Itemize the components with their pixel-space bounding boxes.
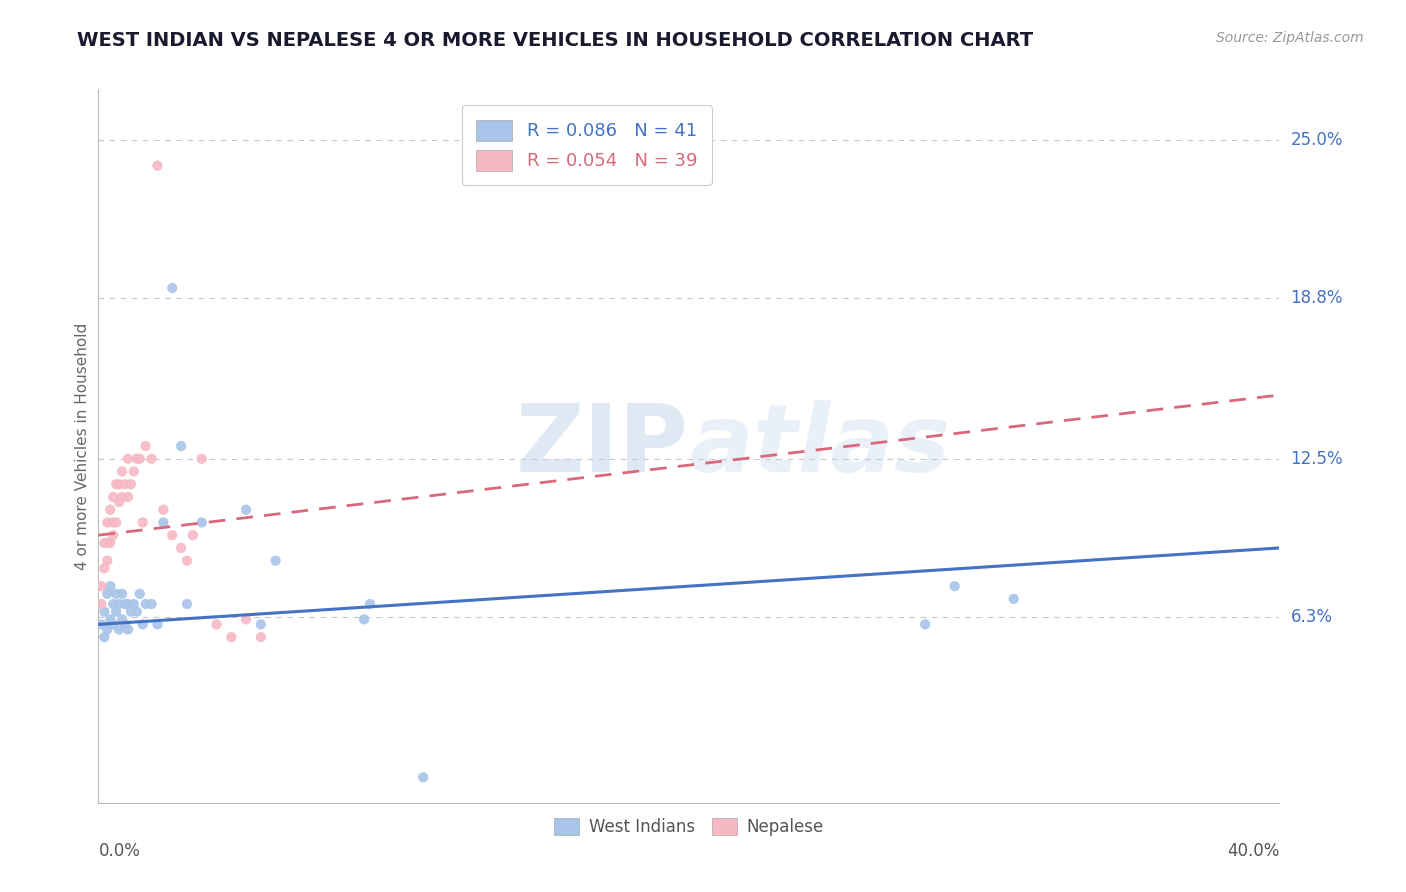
Point	[122, 465, 145, 479]
Point	[235, 502, 257, 516]
Point	[111, 490, 134, 504]
Point	[93, 536, 115, 550]
Point	[108, 623, 131, 637]
Y-axis label: 4 or more Vehicles in Household: 4 or more Vehicles in Household	[75, 322, 90, 570]
Point	[103, 597, 125, 611]
Point	[250, 630, 273, 644]
Point	[181, 528, 204, 542]
Point	[152, 502, 174, 516]
Point	[96, 554, 118, 568]
Point	[117, 451, 139, 466]
Text: 6.3%: 6.3%	[1291, 607, 1333, 626]
Text: ZIP: ZIP	[516, 400, 689, 492]
Point	[98, 612, 121, 626]
Point	[146, 159, 169, 173]
Point	[90, 597, 112, 611]
Point	[117, 623, 139, 637]
Point	[170, 439, 193, 453]
Text: 12.5%: 12.5%	[1291, 450, 1343, 467]
Point	[103, 617, 125, 632]
Point	[1002, 591, 1025, 606]
Point	[114, 617, 136, 632]
Point	[128, 451, 150, 466]
Point	[117, 597, 139, 611]
Point	[141, 597, 163, 611]
Point	[98, 536, 121, 550]
Point	[96, 587, 118, 601]
Point	[135, 439, 157, 453]
Point	[943, 579, 966, 593]
Legend: West Indians, Nepalese: West Indians, Nepalese	[546, 810, 832, 845]
Point	[108, 495, 131, 509]
Point	[353, 612, 375, 626]
Point	[105, 477, 128, 491]
Text: 0.0%: 0.0%	[98, 842, 141, 860]
Point	[96, 536, 118, 550]
Point	[114, 597, 136, 611]
Point	[96, 516, 118, 530]
Point	[111, 465, 134, 479]
Point	[96, 623, 118, 637]
Point	[250, 617, 273, 632]
Point	[114, 477, 136, 491]
Point	[103, 528, 125, 542]
Point	[162, 528, 183, 542]
Point	[176, 597, 198, 611]
Point	[146, 617, 169, 632]
Point	[412, 770, 434, 784]
Point	[117, 490, 139, 504]
Point	[914, 617, 936, 632]
Point	[162, 281, 183, 295]
Point	[141, 451, 163, 466]
Text: WEST INDIAN VS NEPALESE 4 OR MORE VEHICLES IN HOUSEHOLD CORRELATION CHART: WEST INDIAN VS NEPALESE 4 OR MORE VEHICL…	[77, 31, 1033, 50]
Point	[132, 516, 155, 530]
Point	[108, 597, 131, 611]
Point	[125, 451, 148, 466]
Point	[93, 630, 115, 644]
Point	[90, 617, 112, 632]
Point	[103, 516, 125, 530]
Point	[105, 516, 128, 530]
Point	[111, 587, 134, 601]
Point	[105, 587, 128, 601]
Point	[176, 554, 198, 568]
Text: 25.0%: 25.0%	[1291, 131, 1343, 149]
Text: Source: ZipAtlas.com: Source: ZipAtlas.com	[1216, 31, 1364, 45]
Point	[93, 561, 115, 575]
Point	[125, 605, 148, 619]
Point	[98, 579, 121, 593]
Point	[264, 554, 287, 568]
Point	[221, 630, 243, 644]
Point	[359, 597, 381, 611]
Point	[152, 516, 174, 530]
Point	[98, 502, 121, 516]
Point	[205, 617, 228, 632]
Point	[132, 617, 155, 632]
Point	[93, 605, 115, 619]
Point	[90, 579, 112, 593]
Point	[135, 597, 157, 611]
Point	[103, 490, 125, 504]
Point	[235, 612, 257, 626]
Point	[128, 587, 150, 601]
Text: 18.8%: 18.8%	[1291, 289, 1343, 307]
Text: atlas: atlas	[689, 400, 950, 492]
Point	[122, 597, 145, 611]
Point	[120, 477, 142, 491]
Point	[170, 541, 193, 555]
Point	[111, 612, 134, 626]
Point	[191, 451, 214, 466]
Point	[120, 605, 142, 619]
Point	[191, 516, 214, 530]
Text: 40.0%: 40.0%	[1227, 842, 1279, 860]
Point	[105, 605, 128, 619]
Point	[108, 477, 131, 491]
